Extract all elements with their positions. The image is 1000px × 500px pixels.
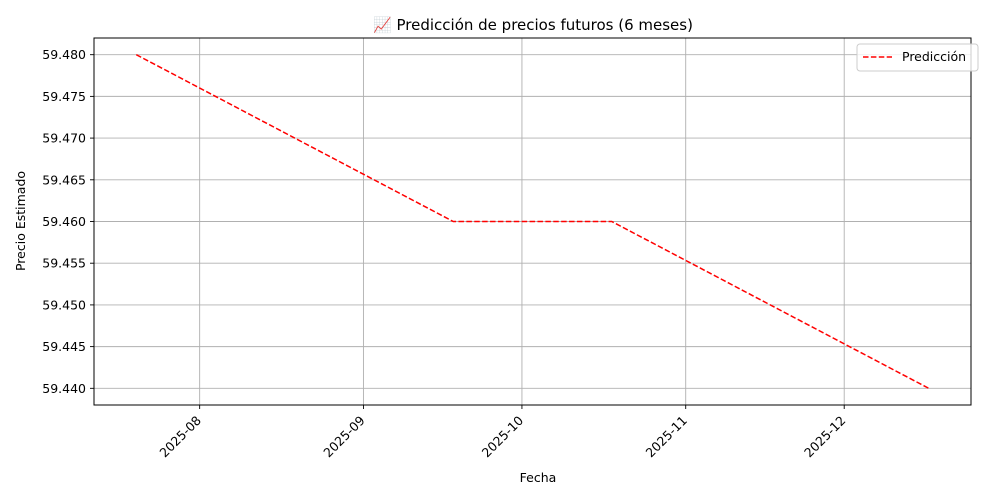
- y-tick-label: 59.475: [42, 89, 86, 104]
- y-tick-label: 59.465: [42, 172, 86, 187]
- y-tick-label: 59.470: [42, 131, 86, 146]
- y-tick-label: 59.455: [42, 256, 86, 271]
- legend-label-prediccion: Predicción: [902, 49, 966, 64]
- legend: Predicción: [856, 43, 979, 72]
- y-tick-label: 59.460: [42, 214, 86, 229]
- legend-box: [856, 43, 979, 72]
- chart-title: 📈 Predicción de precios futuros (6 meses…: [373, 16, 693, 34]
- series-line-prediccion: [135, 54, 930, 389]
- y-axis-label: Precio Estimado: [13, 171, 28, 271]
- y-tick-label: 59.480: [42, 47, 86, 62]
- y-tick-label: 59.440: [42, 381, 86, 396]
- x-axis-label: Fecha: [520, 470, 557, 485]
- y-tick-label: 59.445: [42, 339, 86, 354]
- y-tick-label: 59.450: [42, 297, 86, 312]
- series-layer: [135, 54, 930, 389]
